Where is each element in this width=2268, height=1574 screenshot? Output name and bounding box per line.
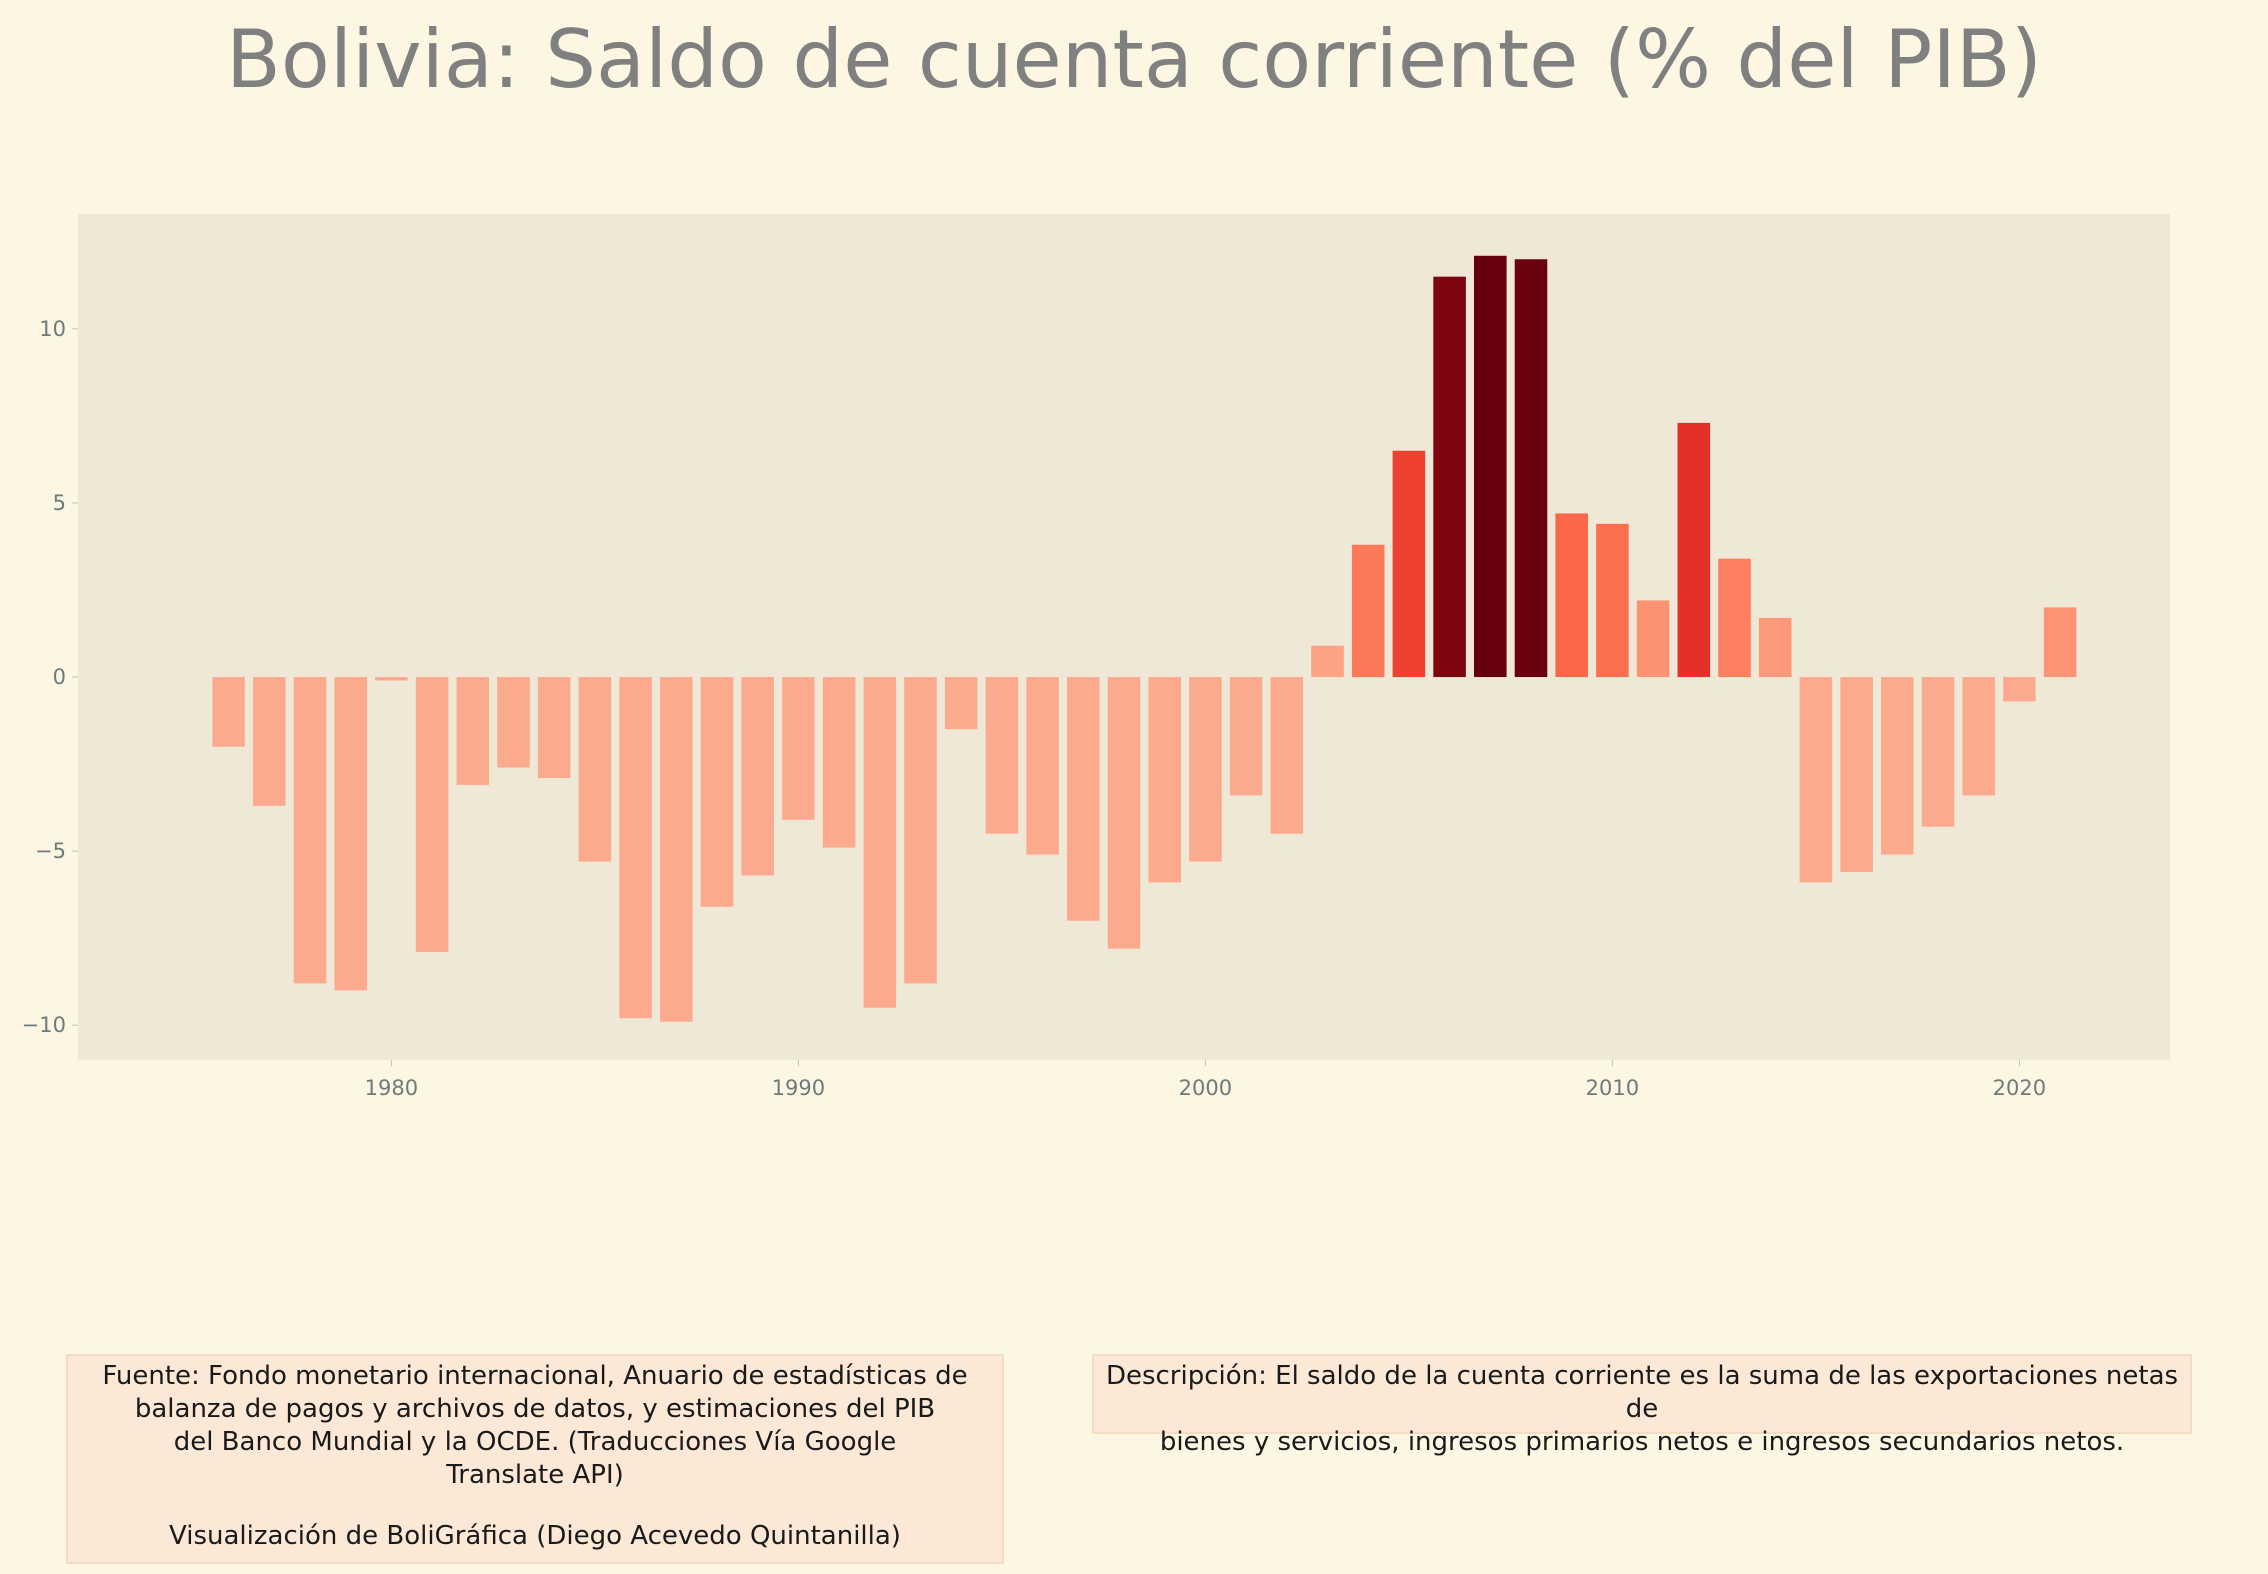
bar-2014 <box>1758 617 1792 678</box>
chart-title: Bolivia: Saldo de cuenta corriente (% de… <box>225 13 2042 106</box>
x-tick-label: 2010 <box>1586 1076 1639 1100</box>
y-tick-label: 0 <box>53 665 66 689</box>
bar-1980 <box>375 677 408 681</box>
y-tick-label: −10 <box>22 1013 66 1037</box>
bar-1985 <box>578 677 612 862</box>
source-note: Fuente: Fondo monetario internacional, A… <box>66 1354 1004 1564</box>
bar-2005 <box>1392 450 1426 678</box>
description-line-2: bienes y servicios, ingresos primarios n… <box>1159 1427 2125 1457</box>
credit-line: Visualización de BoliGráfica (Diego Acev… <box>169 1521 901 1551</box>
source-line-1: Fuente: Fondo monetario internacional, A… <box>102 1361 968 1391</box>
source-line-2: balanza de pagos y archivos de datos, y … <box>134 1394 936 1424</box>
y-tick-label: −5 <box>35 839 66 863</box>
bar-2018 <box>1921 677 1955 827</box>
bar-1995 <box>985 677 1019 834</box>
bar-1982 <box>456 677 490 785</box>
bar-1986 <box>619 677 652 1019</box>
bar-1993 <box>904 677 937 984</box>
bar-1992 <box>863 677 897 1008</box>
bar-1976 <box>212 677 245 747</box>
bar-2017 <box>1881 677 1914 855</box>
x-tick-label: 2020 <box>1993 1076 2046 1100</box>
bar-2003 <box>1311 645 1344 678</box>
x-tick-label: 2000 <box>1179 1076 1232 1100</box>
bar-2020 <box>2003 677 2036 702</box>
source-line-3: del Banco Mundial y la OCDE. (Traduccion… <box>173 1427 897 1457</box>
bar-1987 <box>660 677 693 1022</box>
bar-2001 <box>1229 677 1263 796</box>
bar-1977 <box>253 677 286 806</box>
bar-2016 <box>1840 677 1873 872</box>
bar-2004 <box>1351 544 1385 678</box>
bar-2013 <box>1718 558 1751 678</box>
bar-1991 <box>822 677 856 848</box>
description-line-1: Descripción: El saldo de la cuenta corri… <box>1105 1361 2179 1424</box>
y-axis: −10 −5 0 5 10 <box>22 317 78 1037</box>
bar-2019 <box>1962 677 1995 796</box>
bar-1990 <box>782 677 815 820</box>
bar-1994 <box>944 677 978 730</box>
y-tick-label: 10 <box>39 317 66 341</box>
bar-2002 <box>1270 677 1304 834</box>
bars-group <box>212 255 2077 1022</box>
bar-2009 <box>1555 513 1588 678</box>
bar-2000 <box>1189 677 1222 862</box>
bar-1978 <box>293 677 327 984</box>
x-axis: 1980 1990 2000 2010 2020 <box>365 1060 2046 1100</box>
source-line-4: Translate API) <box>446 1460 624 1490</box>
bar-1999 <box>1148 677 1181 883</box>
bar-1998 <box>1107 677 1141 949</box>
x-tick-label: 1990 <box>772 1076 825 1100</box>
bar-2012 <box>1677 422 1711 678</box>
bar-1997 <box>1067 677 1100 921</box>
bar-1983 <box>497 677 530 768</box>
bar-2006 <box>1433 276 1466 678</box>
bar-2008 <box>1514 259 1548 678</box>
bar-2007 <box>1474 255 1507 678</box>
bar-2021 <box>2043 607 2077 678</box>
y-tick-label: 5 <box>53 491 66 515</box>
bar-2010 <box>1596 523 1629 678</box>
bar-1996 <box>1026 677 1059 855</box>
bar-2011 <box>1636 600 1670 678</box>
bar-1979 <box>334 677 367 991</box>
bar-1981 <box>415 677 449 953</box>
bar-1984 <box>537 677 571 778</box>
bar-1988 <box>700 677 734 907</box>
bar-1989 <box>741 677 774 876</box>
bar-2015 <box>1799 677 1833 883</box>
x-tick-label: 1980 <box>365 1076 418 1100</box>
description-note: Descripción: El saldo de la cuenta corri… <box>1092 1354 2192 1457</box>
